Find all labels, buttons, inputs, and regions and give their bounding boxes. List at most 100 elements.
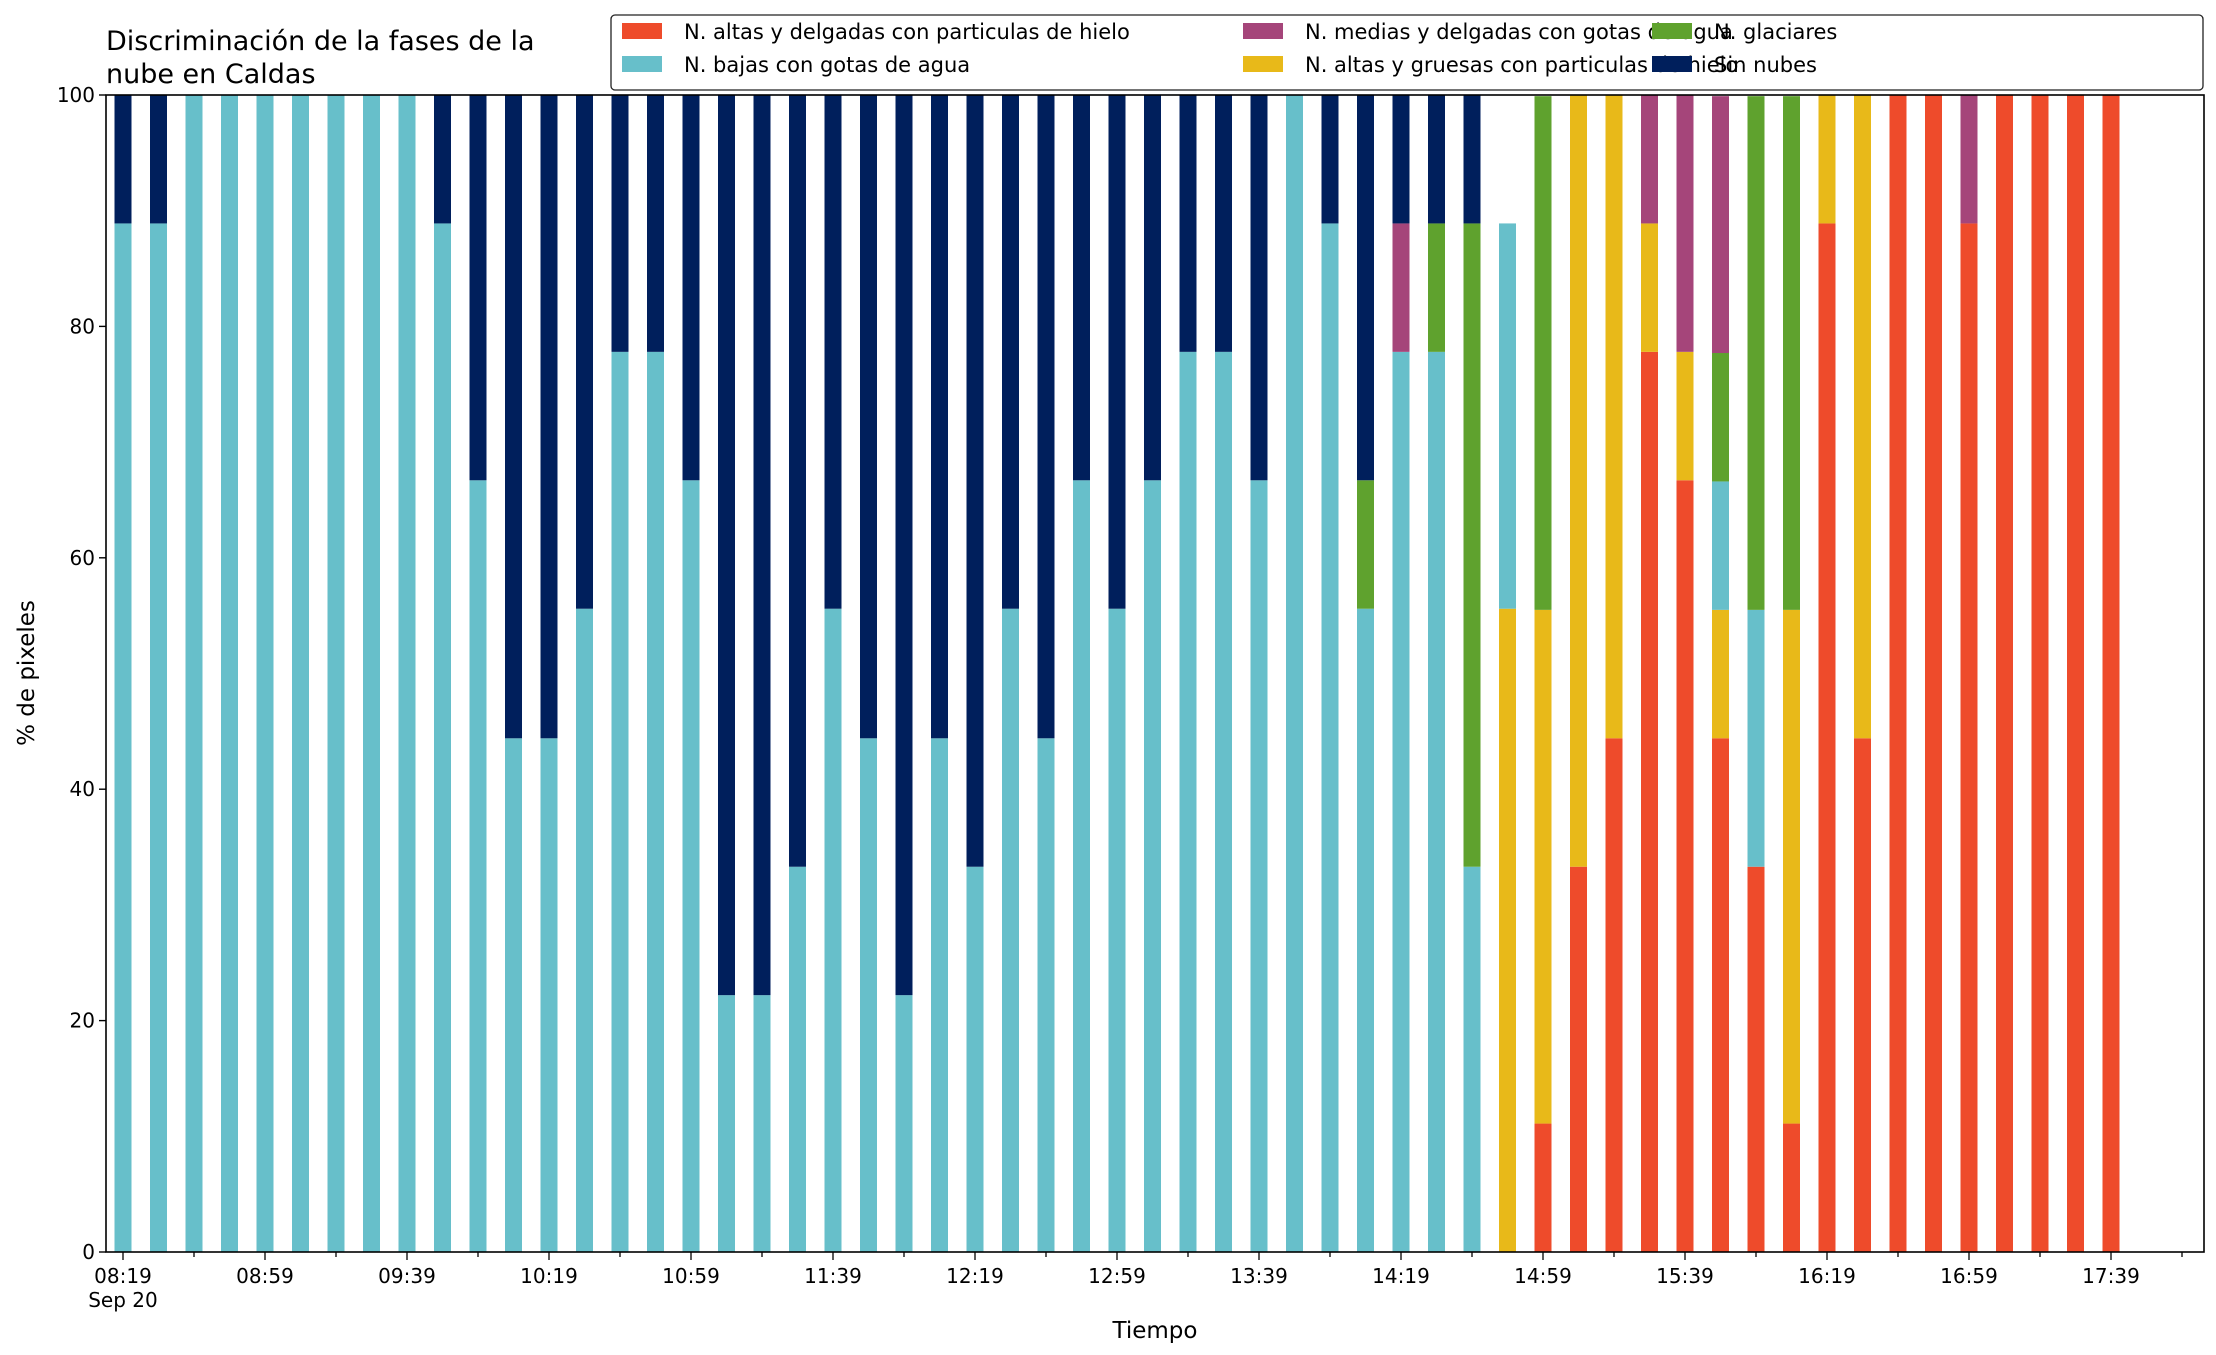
bar-segment — [931, 95, 948, 739]
bar-segment — [1747, 96, 1765, 610]
bar-segment — [1108, 95, 1126, 609]
bar-segment — [1712, 96, 1729, 354]
bar-segment — [1250, 95, 1268, 481]
bar-segment — [682, 95, 700, 481]
bar-segment — [1037, 738, 1055, 1252]
legend-item: N. bajas con gotas de agua — [622, 53, 970, 77]
x-tick-label: 16:19 — [1798, 1264, 1856, 1288]
bar-segment — [1570, 866, 1587, 1252]
bar-segment — [1534, 1123, 1552, 1252]
bar-segment — [434, 95, 451, 224]
bar-segment — [1002, 95, 1019, 609]
x-tick-label: 08:19 — [94, 1264, 152, 1288]
bar-segment — [1854, 95, 1871, 739]
bar-segment — [753, 995, 771, 1252]
bar-segment — [150, 95, 167, 224]
bar-segment — [1712, 353, 1729, 482]
legend-swatch — [1652, 56, 1692, 72]
bar-segment — [1215, 351, 1232, 1253]
bar-segment — [2031, 95, 2049, 1252]
bar-segment — [860, 738, 877, 1252]
legend-swatch — [1243, 23, 1283, 39]
bar-segment — [327, 95, 345, 1252]
bar-segment — [114, 223, 132, 1253]
x-tick-label: Sep 20 — [88, 1288, 158, 1312]
bar-segment — [1215, 95, 1232, 352]
x-tick-label: 12:59 — [1088, 1264, 1146, 1288]
y-tick-label: 20 — [70, 1009, 95, 1033]
bar-segment — [1676, 351, 1694, 481]
legend-swatch — [1243, 56, 1283, 72]
bar-segment — [1712, 609, 1729, 739]
bar-segment — [1747, 609, 1765, 867]
bar-segment — [895, 95, 913, 996]
bar-segment — [1357, 95, 1374, 481]
bar-segment — [1073, 480, 1090, 1252]
bar-segment — [1712, 481, 1729, 610]
y-axis: 0 20 40 60 80 100 — [57, 83, 106, 1264]
bar-segment — [2102, 95, 2120, 1252]
chart-title-line: Discriminación de la fases de la — [106, 26, 535, 57]
bar-segment — [1534, 96, 1552, 610]
bar-segment — [1960, 95, 1978, 224]
bar-segment — [1463, 223, 1481, 867]
y-tick-label: 80 — [70, 314, 95, 338]
bar-segment — [1073, 95, 1090, 481]
bar-segment — [611, 95, 629, 352]
bar-segment — [1570, 95, 1587, 867]
bar-segment — [1641, 351, 1658, 1253]
x-tick-label: 14:59 — [1514, 1264, 1572, 1288]
legend-label: N. glaciares — [1714, 20, 1837, 44]
bar-segment — [1818, 95, 1836, 224]
bar-segment — [1996, 95, 2013, 1252]
legend-frame — [610, 14, 2204, 91]
bar-segment — [895, 995, 913, 1252]
legend-swatch — [1652, 23, 1692, 39]
bar-segment — [1002, 608, 1019, 1252]
bar-segment — [753, 95, 771, 996]
bar-segment — [363, 95, 380, 1252]
legend-swatch — [622, 56, 662, 72]
bar-segment — [505, 738, 522, 1252]
bar-segment — [647, 351, 664, 1253]
bar-segment — [1179, 95, 1197, 352]
bar-segment — [682, 480, 700, 1252]
bar-segment — [398, 95, 416, 1252]
bar-segment — [966, 95, 984, 867]
x-tick-label: 11:39 — [804, 1264, 862, 1288]
bar-segment — [292, 95, 309, 1252]
bar-segment — [2067, 95, 2084, 1252]
bar-segment — [1392, 95, 1410, 224]
bar-segment — [1357, 608, 1374, 1252]
bar-segment — [576, 608, 593, 1252]
bar-segment — [256, 95, 274, 1252]
x-tick-label: 16:59 — [1940, 1264, 1998, 1288]
legend-swatch — [622, 23, 662, 39]
legend-item: Sin nubes — [1652, 53, 1817, 77]
bar-segment — [1605, 738, 1623, 1252]
legend-item: N. glaciares — [1652, 20, 1837, 44]
bar-segment — [1321, 223, 1339, 1253]
legend-item: N. altas y delgadas con particulas de hi… — [622, 20, 1130, 44]
bar-segment — [1463, 866, 1481, 1252]
bar-segment — [1321, 95, 1339, 224]
bar-segment — [1676, 480, 1694, 1252]
x-tick-label: 10:19 — [520, 1264, 578, 1288]
bar-segment — [1534, 609, 1552, 1124]
x-tick-label: 15:39 — [1656, 1264, 1714, 1288]
x-tick-label: 10:59 — [662, 1264, 720, 1288]
bar-segment — [1783, 96, 1800, 610]
bar-segment — [505, 95, 522, 739]
bar-segment — [540, 95, 558, 739]
bar-segment — [718, 995, 735, 1252]
legend-label: N. altas y delgadas con particulas de hi… — [684, 20, 1130, 44]
legend-label: N. bajas con gotas de agua — [684, 53, 970, 77]
bar-segment — [966, 866, 984, 1252]
bar-segment — [1144, 480, 1161, 1252]
bar-segment — [1960, 223, 1978, 1253]
x-tick-label: 17:39 — [2082, 1264, 2140, 1288]
bar-segment — [221, 95, 238, 1252]
